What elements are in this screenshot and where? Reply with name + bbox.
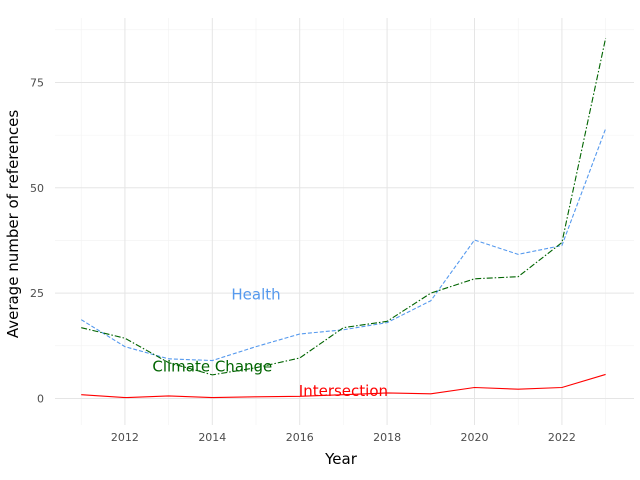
x-tick-label: 2018 xyxy=(373,431,401,444)
series-lines xyxy=(80,38,607,399)
series-line-health xyxy=(80,128,607,362)
x-axis-title: Year xyxy=(324,450,358,468)
series-label-intersection: Intersection xyxy=(299,382,388,400)
series-line-climate-change xyxy=(81,38,607,376)
y-axis-tick-labels: 0 25 50 75 xyxy=(30,76,44,405)
y-axis-title: Average number of references xyxy=(4,110,22,339)
series-label-health: Health xyxy=(231,286,280,304)
x-tick-label: 2020 xyxy=(461,431,489,444)
x-tick-label: 2022 xyxy=(548,431,576,444)
x-tick-label: 2014 xyxy=(198,431,226,444)
y-tick-label: 0 xyxy=(37,392,44,405)
y-tick-label: 25 xyxy=(30,287,44,300)
x-tick-label: 2016 xyxy=(286,431,314,444)
y-tick-label: 50 xyxy=(30,182,44,195)
x-axis-tick-labels: 2012 2014 2016 2018 2020 2022 xyxy=(111,431,576,444)
series-line-intersection xyxy=(81,373,606,399)
minor-gridlines xyxy=(55,18,634,425)
series-label-climate-change: Climate Change xyxy=(152,357,272,375)
series-labels: Health Climate Change Intersection xyxy=(152,286,388,400)
x-tick-label: 2012 xyxy=(111,431,139,444)
major-gridlines xyxy=(55,18,634,425)
y-tick-label: 75 xyxy=(30,76,44,89)
